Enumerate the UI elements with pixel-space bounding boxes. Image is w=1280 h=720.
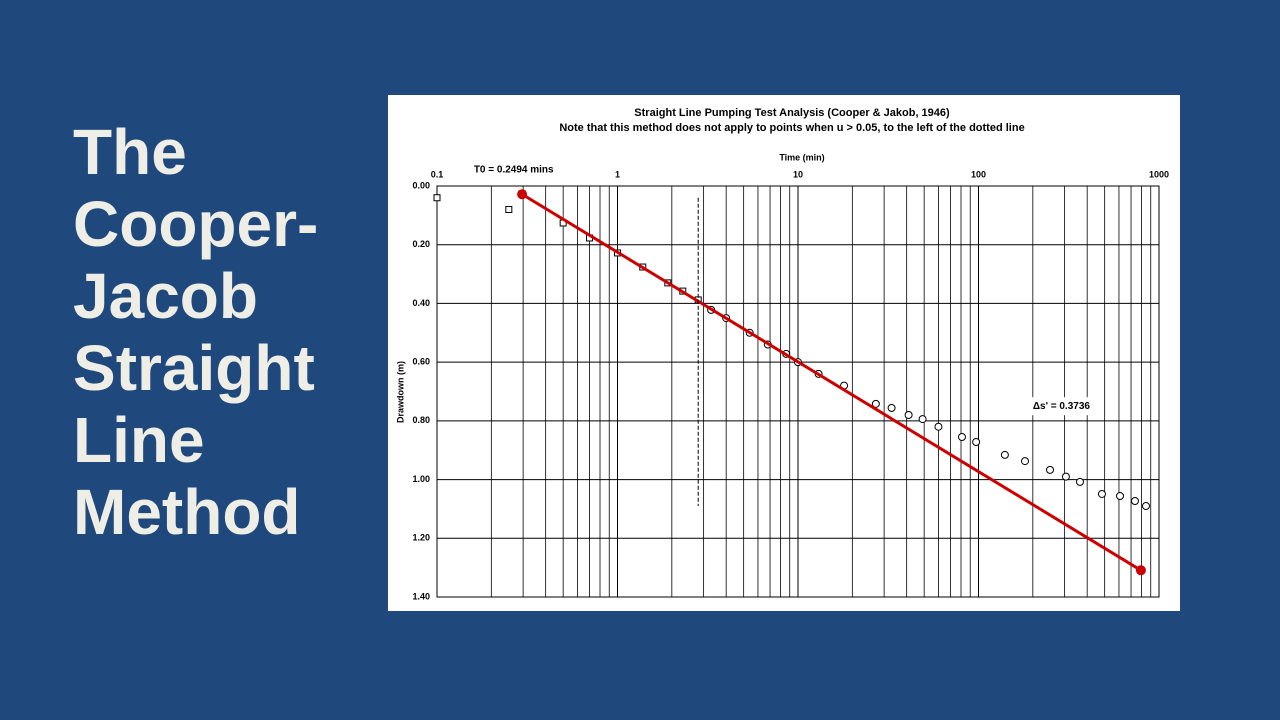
- x-tick-label: 1000: [1149, 169, 1169, 179]
- data-point: [1115, 492, 1124, 501]
- data-point: [1141, 501, 1150, 510]
- x-tick-label: 1: [615, 169, 620, 179]
- data-point: [1061, 472, 1070, 481]
- y-tick-label: 1.40: [412, 591, 430, 601]
- y-tick-label: 1.00: [412, 474, 430, 484]
- slide-title: The Cooper-Jacob Straight Line Method: [73, 116, 319, 548]
- annotation-bg: [1026, 397, 1098, 416]
- plot-border: [436, 185, 1160, 598]
- line-endpoint: [1135, 565, 1146, 576]
- data-point: [1075, 477, 1084, 486]
- annotation-bg: [467, 160, 562, 179]
- series-line: [521, 192, 1142, 572]
- x-tick-label: 0.1: [431, 169, 444, 179]
- line-endpoint: [517, 189, 528, 200]
- data-point: [1130, 497, 1139, 506]
- data-point: [972, 437, 981, 446]
- data-point: [918, 415, 927, 424]
- y-tick-label: 0.20: [412, 239, 430, 249]
- annotation: T0 = 0.2494 mins: [474, 164, 554, 175]
- y-tick-label: 1.20: [412, 533, 430, 543]
- chart-title: Straight Line Pumping Test Analysis (Coo…: [634, 107, 950, 119]
- data-point: [957, 433, 966, 442]
- y-axis-label: Drawdown (m): [395, 361, 405, 423]
- data-point: [1046, 465, 1055, 474]
- data-point: [433, 194, 441, 202]
- chart-subtitle: Note that this method does not apply to …: [559, 122, 1024, 134]
- data-point: [1000, 450, 1009, 459]
- data-point: [871, 399, 880, 408]
- data-point: [887, 403, 896, 412]
- y-tick-label: 0.00: [412, 180, 430, 190]
- y-tick-label: 0.80: [412, 415, 430, 425]
- x-tick-label: 10: [793, 169, 803, 179]
- x-tick-label: 100: [971, 169, 986, 179]
- x-axis-label: Time (min): [779, 152, 824, 162]
- data-point: [505, 205, 513, 213]
- data-point: [1097, 489, 1106, 498]
- annotation: Δs' = 0.3736: [1033, 401, 1091, 412]
- data-point: [1021, 457, 1030, 466]
- y-tick-label: 0.40: [412, 298, 430, 308]
- data-point: [934, 422, 943, 431]
- y-tick-label: 0.60: [412, 357, 430, 367]
- data-point: [904, 410, 913, 419]
